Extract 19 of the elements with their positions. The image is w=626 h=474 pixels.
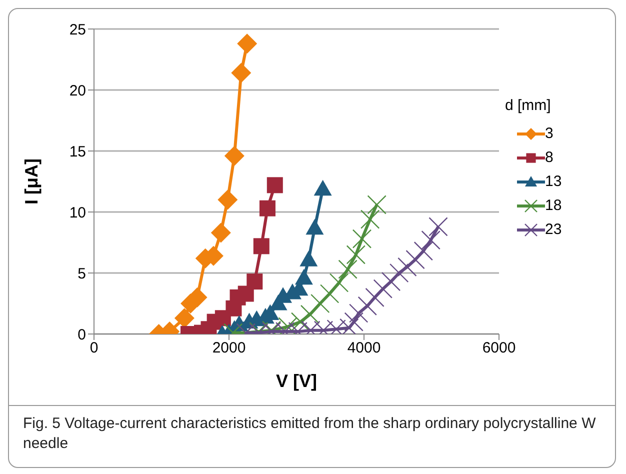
legend-label: 8	[545, 149, 554, 166]
y-tick-label: 10	[69, 204, 86, 222]
y-tick-label: 25	[69, 21, 86, 38]
x-tick-label: 2000	[212, 340, 246, 357]
y-tick-label: 15	[69, 143, 86, 160]
legend-label: 23	[545, 221, 562, 238]
x-tick-label: 6000	[482, 340, 516, 357]
caption: Fig. 5 Voltage-current characteristics emitted from the sharp ordinary polycrystalline W needle	[23, 414, 597, 454]
y-tick-label: 5	[78, 265, 86, 282]
x-tick-label: 4000	[347, 340, 381, 357]
x-tick-label: 0	[90, 340, 98, 357]
y-axis-title: I [μA]	[21, 158, 42, 205]
x-axis-title: V [V]	[276, 371, 318, 391]
legend-title: d [mm]	[505, 96, 552, 114]
y-tick-label: 0	[78, 326, 86, 344]
legend-label: 3	[545, 125, 554, 142]
y-tick-label: 20	[69, 82, 86, 100]
legend-label: 13	[545, 173, 562, 190]
legend-label: 18	[545, 197, 562, 214]
